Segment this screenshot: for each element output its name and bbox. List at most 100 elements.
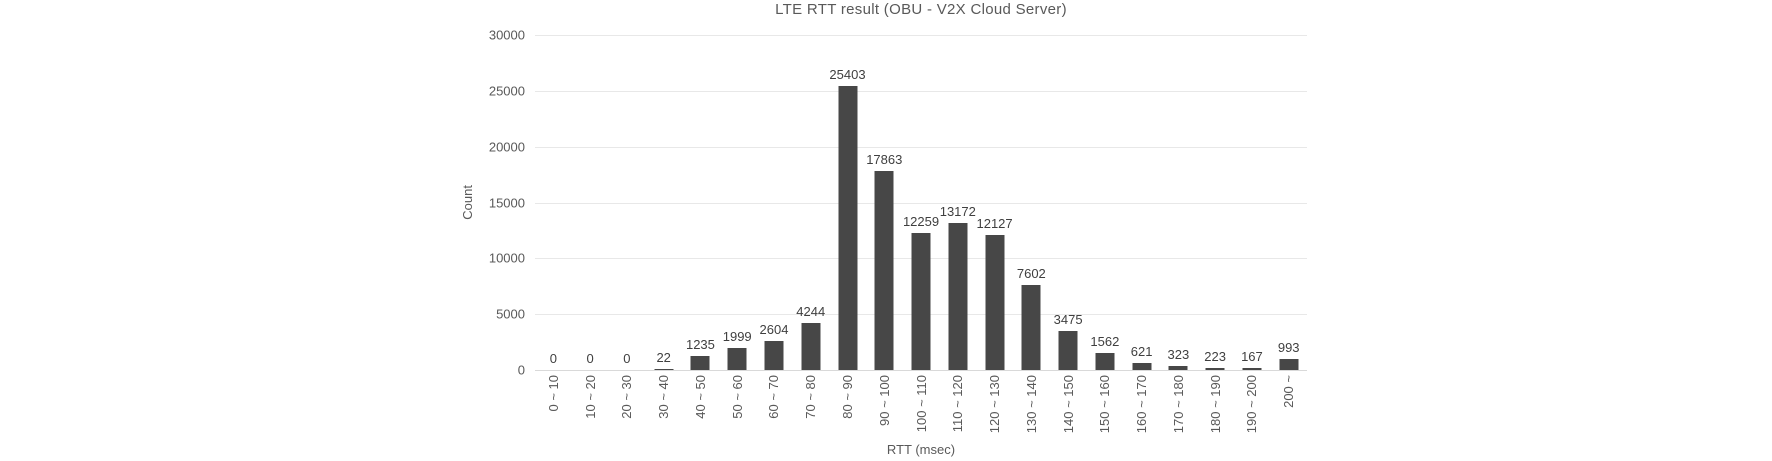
bar [911,233,931,370]
bar-value-label: 1235 [685,337,715,353]
bar-value-label: 12259 [902,214,940,230]
y-tick-label: 0 [517,362,525,378]
bar-value-label: 2604 [759,321,789,337]
x-tick-label: 70 ~ 80 [803,375,819,419]
bar-value-label: 12127 [976,215,1013,231]
x-tick-column: 150 ~ 160 [1086,375,1123,447]
bar-column: 0 [609,35,646,370]
bar-columns: 0 0 0 22 1235 1999 2604 4244 25403 17863 12259 1317… [535,35,1307,370]
bar-value-label: 223 [1204,348,1227,364]
x-tick-label: 140 ~ 150 [1060,375,1076,434]
x-tick-label: 170 ~ 180 [1170,375,1186,434]
bar [838,86,857,370]
y-tick-label: 20000 [488,139,525,155]
x-tick-column: 90 ~ 100 [866,375,903,447]
x-tick-column: 160 ~ 170 [1123,375,1160,447]
gridline [535,370,1307,371]
x-tick-label: 20 ~ 30 [619,375,635,419]
bar-column: 7602 [1013,35,1050,370]
bar-column: 4244 [792,35,829,370]
x-tick-column: 20 ~ 30 [609,375,646,447]
bar-column: 167 [1234,35,1271,370]
bar-column: 993 [1270,35,1307,370]
x-tick-column: 140 ~ 150 [1050,375,1087,447]
bar [1095,352,1115,370]
bar [985,234,1005,370]
x-tick-label: 200 ~ [1281,375,1297,408]
bar-column: 12259 [903,35,940,370]
bar [727,347,747,370]
bar [690,356,710,370]
x-tick-column: 30 ~ 40 [645,375,682,447]
x-tick-column: 110 ~ 120 [939,375,976,447]
bar-column: 13172 [939,35,976,370]
x-tick-label: 120 ~ 130 [987,375,1003,434]
gridline [535,90,1307,92]
bar-value-label: 621 [1130,344,1153,360]
bar-value-label: 0 [549,351,557,366]
x-tick-label: 60 ~ 70 [766,375,782,419]
gridline [535,202,1307,204]
bar-column: 1562 [1086,35,1123,370]
x-tick-label: 190 ~ 200 [1244,375,1260,434]
bar-value-label: 323 [1167,347,1190,363]
x-tick-label: 0 ~ 10 [545,375,561,412]
bar-value-label: 3475 [1053,312,1083,328]
y-tick-label: 25000 [488,83,525,99]
bar-column: 621 [1123,35,1160,370]
x-tick-label: 100 ~ 110 [913,375,929,433]
x-tick-label: 160 ~ 170 [1134,375,1150,434]
bar [1205,367,1225,370]
bar [1242,368,1262,370]
x-tick-label: 150 ~ 160 [1097,375,1113,434]
bar-column: 0 [535,35,572,370]
bar-column: 2604 [756,35,793,370]
gridline [535,146,1307,148]
bar [874,170,894,370]
bar-column: 25403 [829,35,866,370]
x-axis-title: RTT (msec) [886,442,956,457]
bar-column: 323 [1160,35,1197,370]
bar-value-label: 167 [1241,349,1263,365]
x-tick-column: 40 ~ 50 [682,375,719,447]
x-tick-label: 30 ~ 40 [656,375,672,419]
x-tick-column: 100 ~ 110 [903,375,940,447]
bar-value-label: 4244 [796,303,826,319]
bar-value-label: 0 [623,351,631,366]
x-tick-label: 180 ~ 190 [1207,375,1223,434]
x-tick-column: 0 ~ 10 [535,375,572,447]
x-tick-label: 80 ~ 90 [840,375,855,419]
bar-value-label: 993 [1277,339,1300,355]
bar [1058,331,1078,370]
y-tick-label: 15000 [488,195,525,210]
bar-column: 0 [572,35,609,370]
x-tick-column: 120 ~ 130 [976,375,1013,447]
bar-column: 1235 [682,35,719,370]
bar-column: 3475 [1050,35,1087,370]
bar-value-label: 17863 [866,151,903,167]
bar [948,222,968,370]
x-tick-column: 50 ~ 60 [719,375,756,447]
bar [764,340,784,370]
x-tick-column: 70 ~ 80 [792,375,829,447]
x-tick-column: 80 ~ 90 [829,375,866,447]
bar-value-label: 0 [586,351,594,366]
x-tick-column: 190 ~ 200 [1234,375,1271,447]
bar [654,369,674,370]
bar-column: 223 [1197,35,1234,370]
y-axis-tick-labels: 0 5000 10000 15000 20000 25000 30000 [430,28,525,378]
bar-column: 1999 [719,35,756,370]
x-tick-column: 10 ~ 20 [572,375,609,447]
bar-column: 12127 [976,35,1013,370]
x-tick-label: 40 ~ 50 [692,375,708,419]
bar-value-label: 13172 [939,203,976,219]
bar [801,322,821,370]
x-tick-label: 10 ~ 20 [582,375,598,419]
y-tick-label: 10000 [488,250,525,266]
bar-value-label: 25403 [829,67,866,83]
bar [1132,363,1152,370]
x-tick-label: 50 ~ 60 [729,375,745,419]
x-tick-label: 90 ~ 100 [876,375,892,426]
chart-title: LTE RTT result (OBU - V2X Cloud Server) [775,1,1067,18]
